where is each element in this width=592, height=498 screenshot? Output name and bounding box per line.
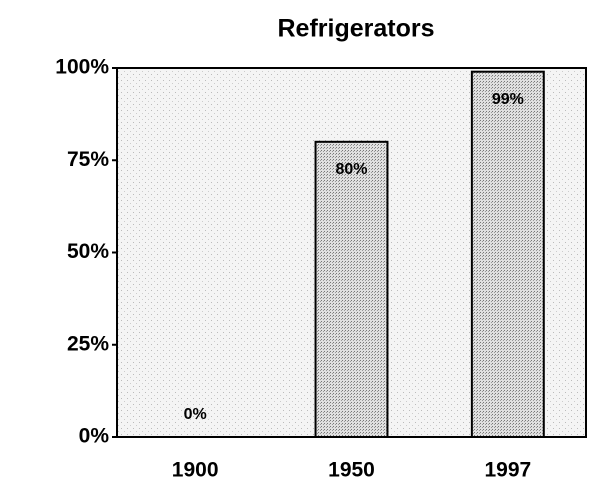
- y-tick-label: 50%: [67, 240, 109, 263]
- x-tick-label: 1950: [328, 459, 375, 482]
- x-tick-label: 1900: [172, 459, 219, 482]
- chart-title: Refrigerators: [278, 15, 435, 43]
- bar: [314, 140, 389, 439]
- value-label: 0%: [184, 406, 207, 423]
- value-label: 80%: [335, 161, 367, 178]
- y-tick-label: 100%: [55, 56, 109, 79]
- y-tick-label: 0%: [79, 425, 110, 448]
- x-tick-label: 1997: [484, 459, 531, 482]
- y-tick-label: 25%: [67, 332, 109, 355]
- bar: [470, 70, 545, 438]
- value-label: 99%: [492, 91, 524, 108]
- y-tick-label: 75%: [67, 148, 109, 171]
